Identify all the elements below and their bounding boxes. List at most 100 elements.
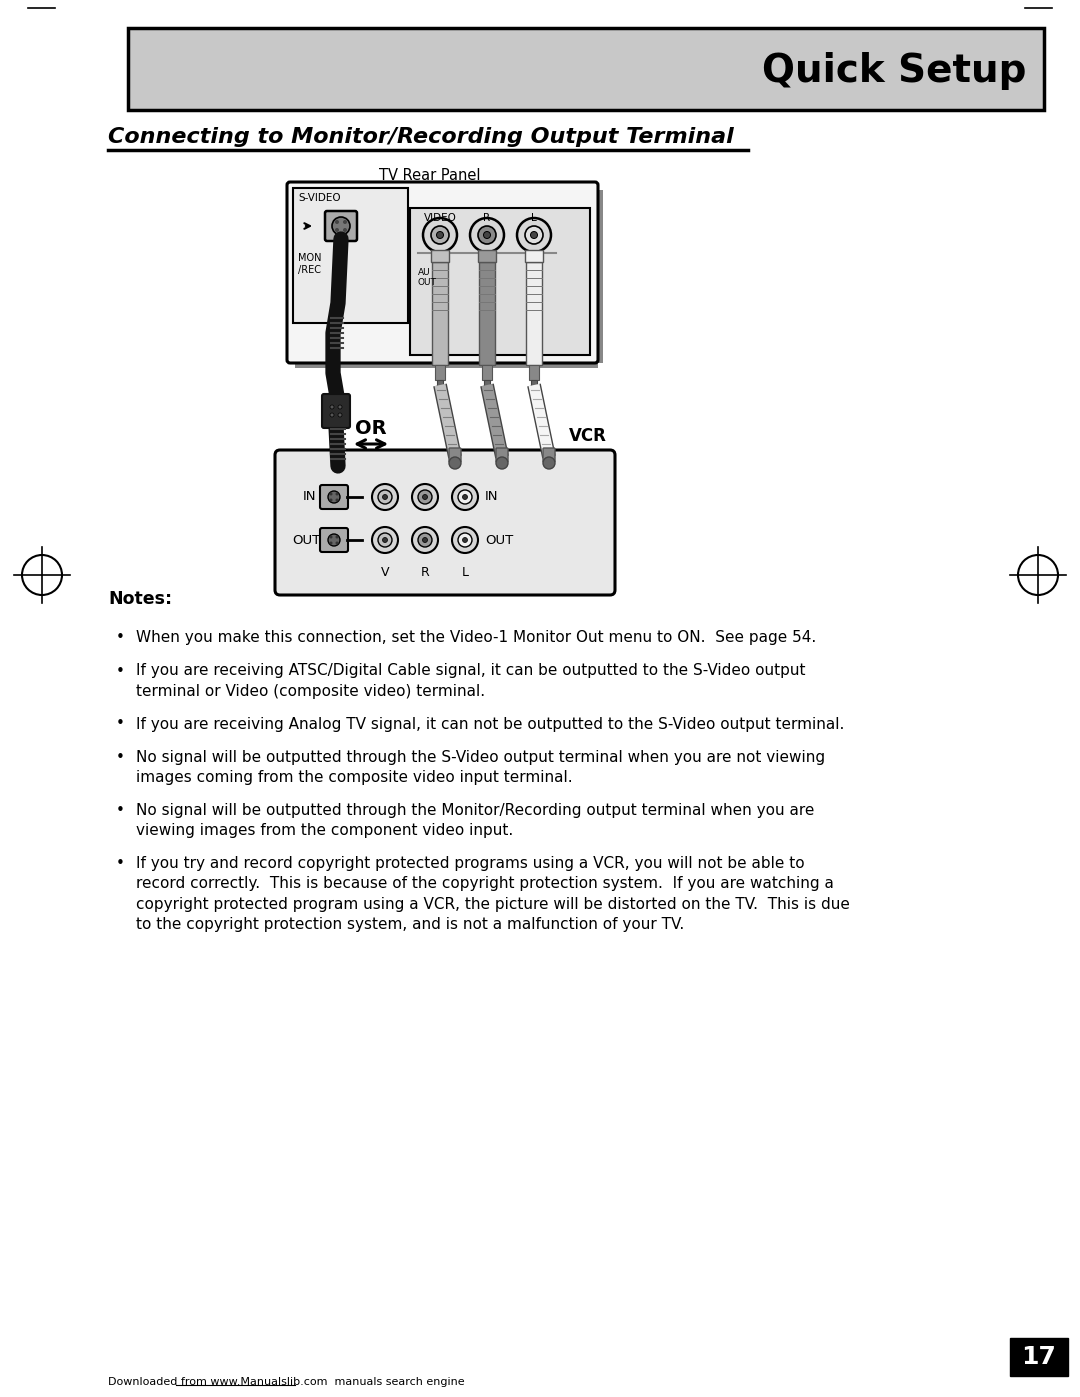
Text: If you are receiving Analog TV signal, it can not be outputted to the S-Video ou: If you are receiving Analog TV signal, i… bbox=[136, 717, 845, 732]
Circle shape bbox=[411, 483, 438, 510]
Text: When you make this connection, set the Video-1 Monitor Out menu to ON.  See page: When you make this connection, set the V… bbox=[136, 630, 816, 645]
Bar bbox=[526, 263, 542, 365]
Circle shape bbox=[382, 495, 388, 500]
Circle shape bbox=[422, 538, 428, 542]
Circle shape bbox=[530, 232, 538, 239]
Circle shape bbox=[517, 218, 551, 251]
Circle shape bbox=[329, 542, 333, 545]
Circle shape bbox=[436, 232, 444, 239]
Circle shape bbox=[382, 538, 388, 542]
Bar bbox=[525, 250, 543, 263]
Circle shape bbox=[1018, 555, 1058, 595]
Circle shape bbox=[453, 483, 478, 510]
FancyBboxPatch shape bbox=[287, 182, 598, 363]
Bar bbox=[1010, 1338, 1068, 1376]
Circle shape bbox=[423, 218, 457, 251]
Text: IN: IN bbox=[485, 490, 499, 503]
FancyBboxPatch shape bbox=[322, 394, 350, 427]
Circle shape bbox=[372, 527, 399, 553]
Circle shape bbox=[332, 217, 350, 235]
Bar bbox=[432, 263, 448, 365]
Circle shape bbox=[422, 495, 428, 500]
FancyBboxPatch shape bbox=[543, 448, 555, 462]
Bar bbox=[484, 380, 490, 390]
Text: If you try and record copyright protected programs using a VCR, you will not be : If you try and record copyright protecte… bbox=[136, 856, 850, 932]
Circle shape bbox=[543, 457, 555, 469]
Circle shape bbox=[336, 542, 338, 545]
Text: No signal will be outputted through the S-Video output terminal when you are not: No signal will be outputted through the … bbox=[136, 750, 825, 785]
Bar bbox=[437, 380, 443, 390]
Circle shape bbox=[328, 534, 340, 546]
Circle shape bbox=[431, 226, 449, 244]
FancyBboxPatch shape bbox=[496, 448, 508, 462]
Circle shape bbox=[329, 535, 333, 538]
FancyBboxPatch shape bbox=[275, 450, 615, 595]
Text: Notes:: Notes: bbox=[108, 590, 172, 608]
Bar bbox=[478, 250, 496, 263]
Text: VCR: VCR bbox=[569, 427, 607, 446]
Text: 17: 17 bbox=[1022, 1345, 1056, 1369]
Circle shape bbox=[378, 534, 392, 548]
Bar bbox=[482, 365, 492, 380]
Text: If you are receiving ATSC/Digital Cable signal, it can be outputted to the S-Vid: If you are receiving ATSC/Digital Cable … bbox=[136, 664, 806, 698]
Circle shape bbox=[343, 219, 347, 224]
Circle shape bbox=[329, 493, 333, 496]
Circle shape bbox=[458, 534, 472, 548]
Circle shape bbox=[329, 499, 333, 502]
Circle shape bbox=[484, 232, 490, 239]
Circle shape bbox=[411, 527, 438, 553]
Bar bbox=[295, 360, 598, 367]
Text: TV Rear Panel: TV Rear Panel bbox=[379, 168, 481, 183]
FancyBboxPatch shape bbox=[320, 528, 348, 552]
Text: OUT: OUT bbox=[292, 534, 320, 546]
Text: •: • bbox=[116, 630, 124, 645]
FancyBboxPatch shape bbox=[320, 485, 348, 509]
Text: R: R bbox=[420, 566, 430, 578]
Text: •: • bbox=[116, 717, 124, 732]
Text: MON
/REC: MON /REC bbox=[298, 253, 322, 275]
Circle shape bbox=[449, 457, 461, 469]
Text: No signal will be outputted through the Monitor/Recording output terminal when y: No signal will be outputted through the … bbox=[136, 803, 814, 838]
Text: OR: OR bbox=[355, 419, 387, 439]
Circle shape bbox=[378, 490, 392, 504]
FancyBboxPatch shape bbox=[449, 448, 461, 462]
Text: L: L bbox=[461, 566, 469, 578]
Circle shape bbox=[418, 534, 432, 548]
Circle shape bbox=[372, 483, 399, 510]
Bar bbox=[435, 365, 445, 380]
Bar bbox=[480, 263, 495, 365]
Text: R: R bbox=[484, 212, 490, 224]
FancyBboxPatch shape bbox=[325, 211, 357, 242]
Circle shape bbox=[22, 555, 62, 595]
Circle shape bbox=[418, 490, 432, 504]
Text: IN: IN bbox=[303, 490, 316, 503]
Circle shape bbox=[330, 405, 334, 409]
Text: VIDEO: VIDEO bbox=[423, 212, 457, 224]
Circle shape bbox=[335, 219, 339, 224]
Bar bbox=[129, 28, 1044, 110]
Text: •: • bbox=[116, 750, 124, 766]
Bar bbox=[410, 208, 590, 355]
Circle shape bbox=[338, 414, 342, 416]
Text: AU
OUT: AU OUT bbox=[418, 268, 437, 288]
Bar bbox=[531, 380, 537, 390]
Bar bbox=[529, 365, 539, 380]
Circle shape bbox=[336, 493, 338, 496]
Circle shape bbox=[336, 499, 338, 502]
Circle shape bbox=[496, 457, 508, 469]
Bar bbox=[431, 250, 449, 263]
Circle shape bbox=[330, 414, 334, 416]
Circle shape bbox=[525, 226, 543, 244]
Circle shape bbox=[335, 228, 339, 232]
Bar bbox=[595, 190, 603, 363]
Bar bbox=[293, 189, 408, 323]
Text: L: L bbox=[531, 212, 537, 224]
Text: Quick Setup: Quick Setup bbox=[761, 52, 1026, 89]
Text: Downloaded from www.Manualslib.com  manuals search engine: Downloaded from www.Manualslib.com manua… bbox=[108, 1377, 464, 1387]
Circle shape bbox=[343, 228, 347, 232]
Circle shape bbox=[453, 527, 478, 553]
Text: V: V bbox=[381, 566, 389, 578]
Circle shape bbox=[470, 218, 504, 251]
Circle shape bbox=[338, 405, 342, 409]
Circle shape bbox=[336, 535, 338, 538]
